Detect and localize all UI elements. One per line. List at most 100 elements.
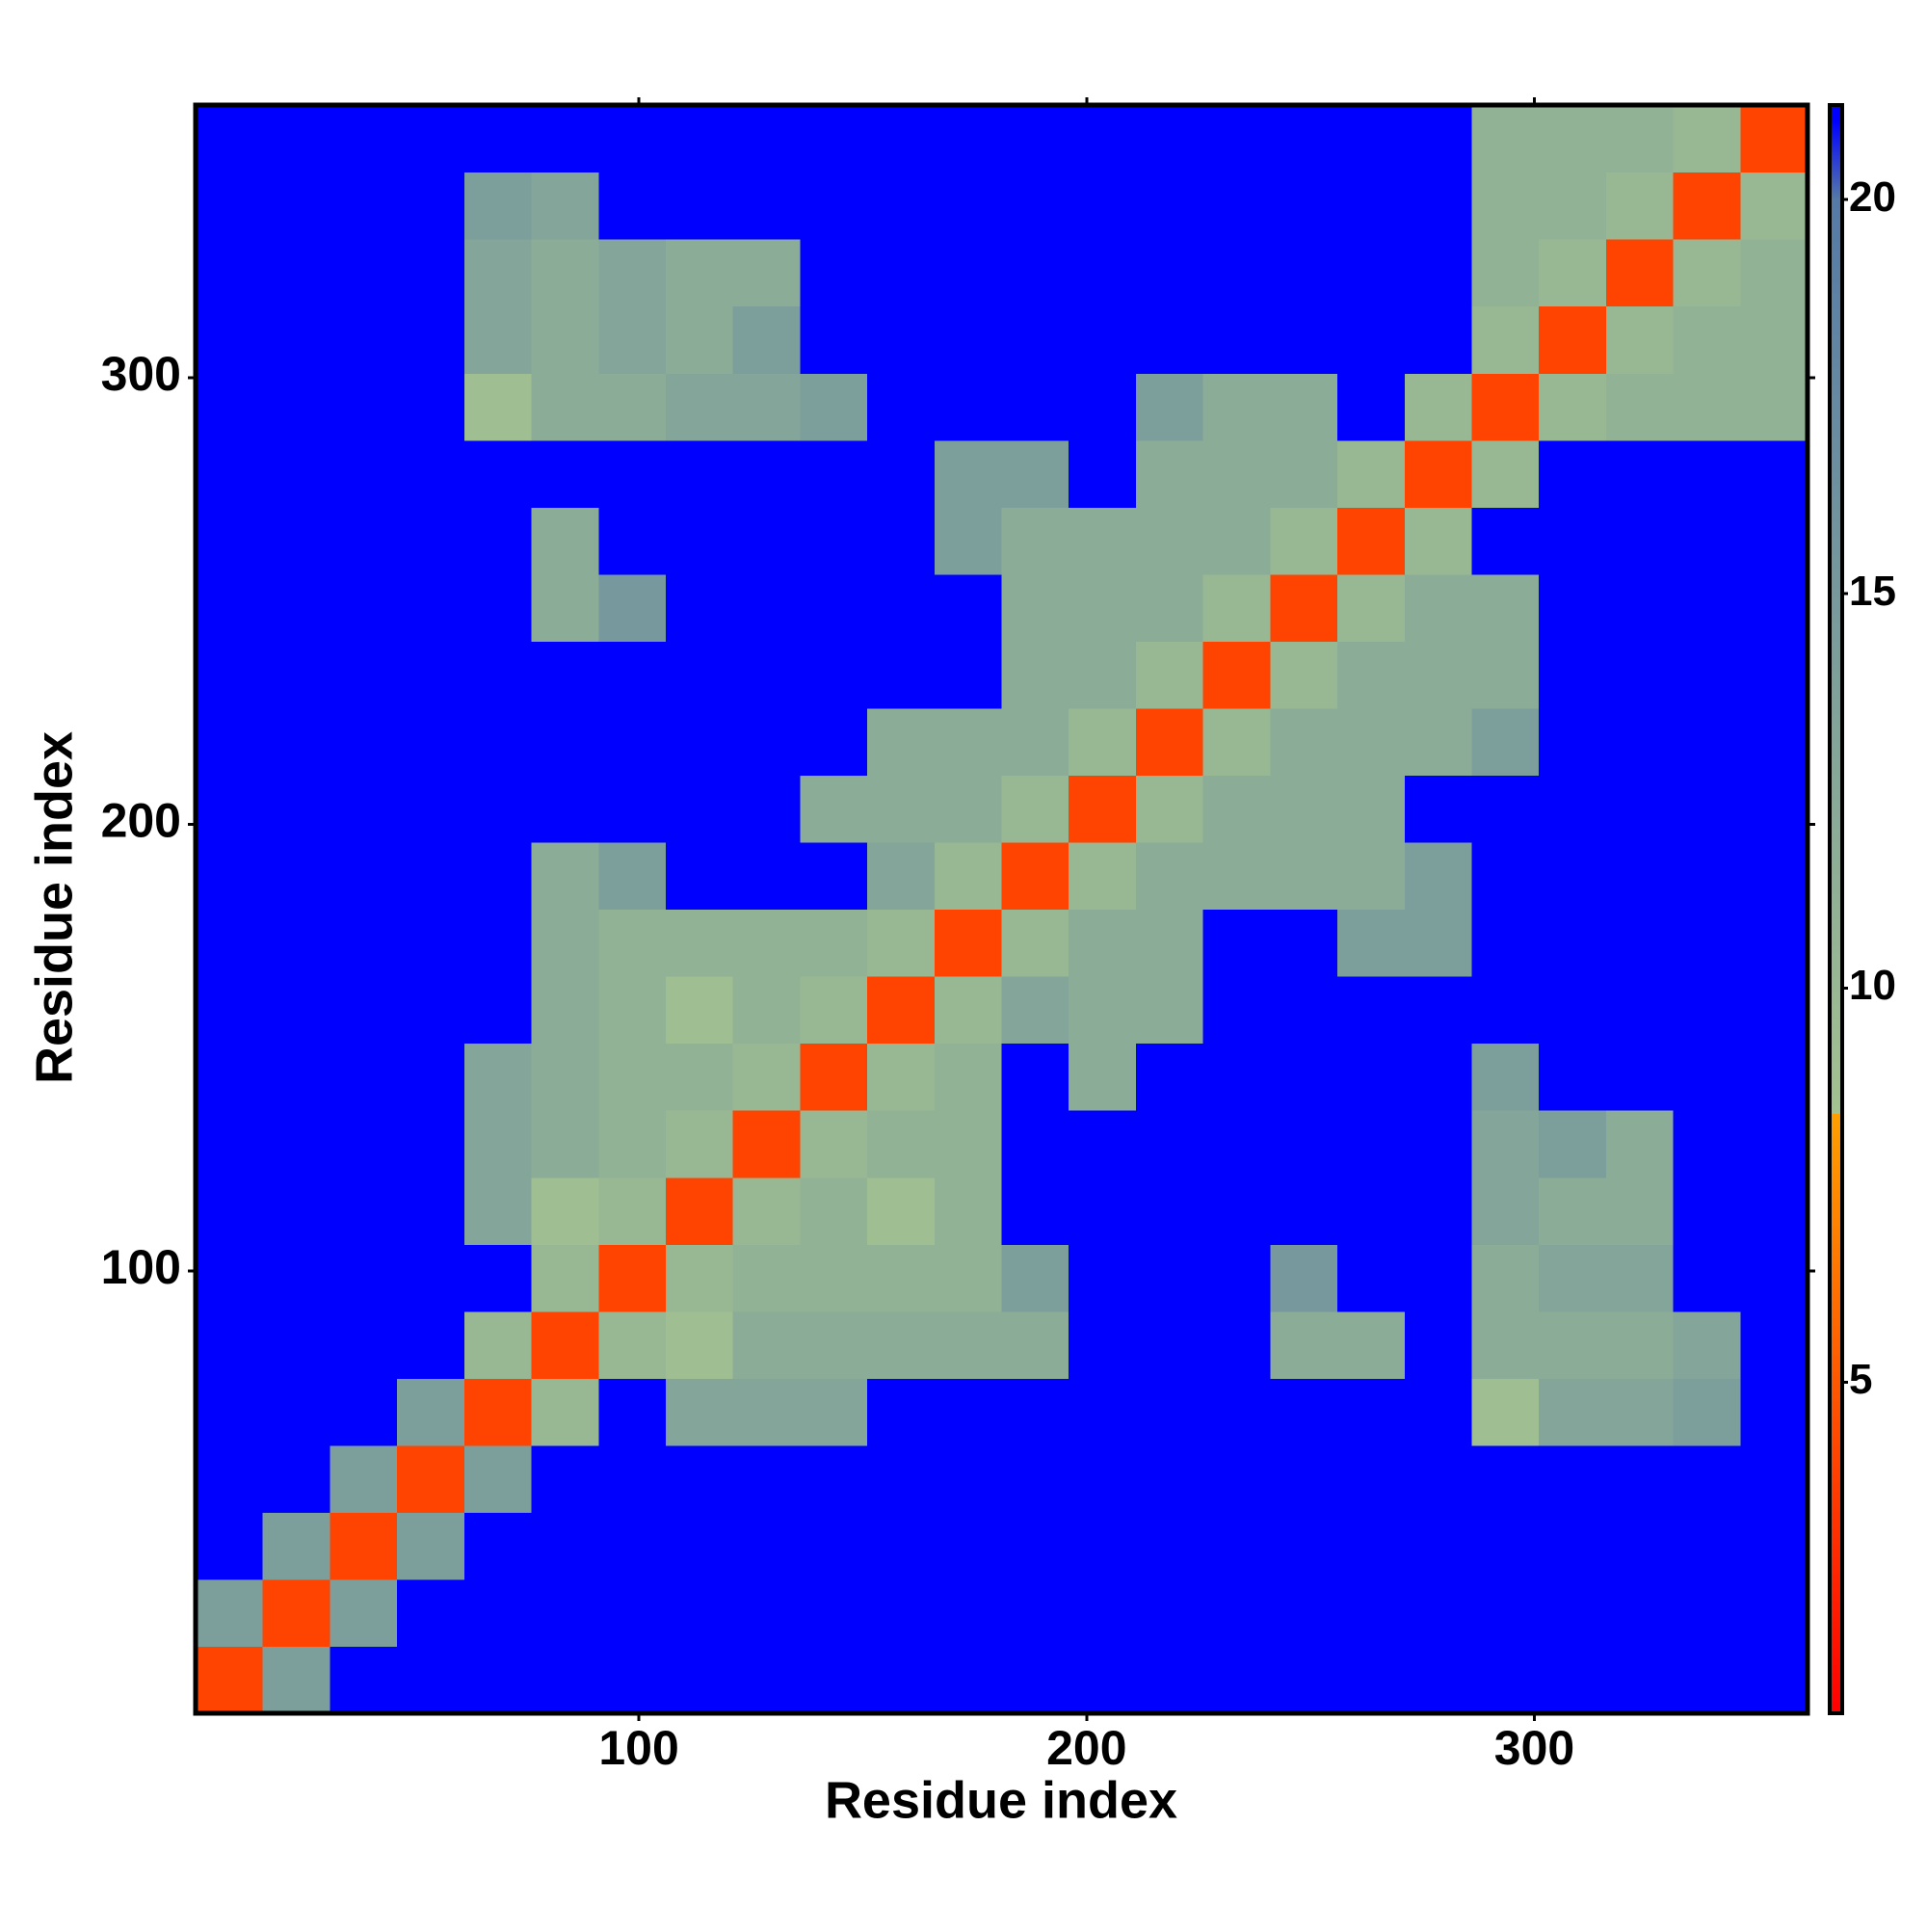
heatmap-cell bbox=[1202, 841, 1271, 911]
heatmap-cell bbox=[196, 1578, 264, 1648]
heatmap-cell bbox=[1740, 775, 1808, 843]
heatmap-cell bbox=[1740, 976, 1808, 1045]
heatmap-cell bbox=[1539, 172, 1607, 240]
heatmap-cell bbox=[598, 641, 667, 709]
heatmap-cell bbox=[1135, 239, 1204, 307]
heatmap-cell bbox=[1471, 1646, 1540, 1714]
heatmap-cell bbox=[1202, 1177, 1271, 1245]
heatmap-cell bbox=[330, 1177, 398, 1245]
heatmap-cell bbox=[1337, 373, 1406, 441]
heatmap-cell bbox=[1270, 707, 1338, 777]
heatmap-cell bbox=[732, 909, 801, 977]
heatmap-cell bbox=[1471, 1378, 1540, 1446]
heatmap-cell bbox=[800, 105, 868, 173]
heatmap-cell bbox=[1069, 909, 1137, 977]
heatmap-cell bbox=[732, 507, 801, 575]
heatmap-cell bbox=[1270, 1444, 1338, 1513]
heatmap-cell bbox=[1539, 909, 1607, 977]
heatmap-cell bbox=[196, 1177, 264, 1245]
heatmap-cell bbox=[463, 1244, 533, 1312]
heatmap-cell bbox=[867, 439, 936, 508]
heatmap-cell bbox=[598, 439, 667, 508]
heatmap-cell bbox=[1404, 305, 1473, 374]
heatmap-cell bbox=[1202, 1310, 1271, 1379]
heatmap-cell bbox=[1471, 1310, 1540, 1379]
colorbar-segment bbox=[1830, 120, 1842, 200]
heatmap-cell bbox=[732, 573, 801, 642]
heatmap-cell bbox=[1202, 641, 1271, 709]
heatmap-cell bbox=[732, 1646, 801, 1714]
heatmap-cell bbox=[1135, 172, 1204, 240]
heatmap-cell bbox=[397, 373, 465, 441]
heatmap-cell bbox=[1001, 1244, 1069, 1312]
heatmap-cell bbox=[1605, 105, 1675, 173]
heatmap-cell bbox=[196, 439, 264, 508]
heatmap-cell bbox=[732, 1310, 801, 1379]
heatmap-cell bbox=[1270, 1310, 1338, 1379]
heatmap-cell bbox=[1202, 775, 1271, 843]
heatmap-cell bbox=[196, 707, 264, 777]
heatmap-cell bbox=[665, 641, 734, 709]
heatmap-cell bbox=[1539, 1646, 1607, 1714]
heatmap-cell bbox=[1202, 1512, 1271, 1580]
heatmap-cell bbox=[867, 1310, 936, 1379]
heatmap-cell bbox=[1270, 105, 1338, 173]
heatmap-cell bbox=[1202, 707, 1271, 777]
heatmap-cell bbox=[262, 976, 331, 1045]
heatmap-cell bbox=[330, 1043, 398, 1111]
heatmap-cell bbox=[531, 239, 599, 307]
heatmap-cell bbox=[1740, 909, 1808, 977]
heatmap-cell bbox=[1404, 439, 1473, 508]
heatmap-cell bbox=[1673, 1043, 1741, 1111]
heatmap-cell bbox=[1202, 507, 1271, 575]
heatmap-cell bbox=[397, 909, 465, 977]
heatmap-cell bbox=[330, 105, 398, 173]
heatmap-cell bbox=[934, 1110, 1003, 1178]
heatmap-cell bbox=[1673, 1578, 1741, 1648]
heatmap-cell bbox=[1404, 1378, 1473, 1446]
heatmap-cell bbox=[1001, 305, 1069, 374]
heatmap-cell bbox=[531, 641, 599, 709]
heatmap-cell bbox=[1069, 1646, 1137, 1714]
heatmap-cell bbox=[1069, 305, 1137, 374]
heatmap-cell bbox=[1605, 1512, 1675, 1580]
heatmap-cell bbox=[1270, 373, 1338, 441]
heatmap-cell bbox=[1673, 1310, 1741, 1379]
colorbar-tick-label: 15 bbox=[1849, 568, 1896, 615]
heatmap-cell bbox=[1069, 707, 1137, 777]
heatmap-cell bbox=[1069, 1578, 1137, 1648]
heatmap-cell bbox=[262, 305, 331, 374]
heatmap-cell bbox=[330, 305, 398, 374]
heatmap-cell bbox=[732, 239, 801, 307]
heatmap-cell bbox=[1202, 909, 1271, 977]
heatmap-cell bbox=[1270, 1378, 1338, 1446]
x-tick-label: 300 bbox=[1494, 1721, 1574, 1775]
heatmap-cell bbox=[397, 1310, 465, 1379]
heatmap-cell bbox=[1539, 775, 1607, 843]
heatmap-cell bbox=[1069, 641, 1137, 709]
heatmap-cell bbox=[598, 1043, 667, 1111]
heatmap-cell bbox=[934, 1310, 1003, 1379]
heatmap-cell bbox=[598, 1244, 667, 1312]
heatmap-cell bbox=[1471, 641, 1540, 709]
heatmap-cell bbox=[665, 841, 734, 911]
heatmap-cell bbox=[1337, 1646, 1406, 1714]
heatmap-cell bbox=[1001, 239, 1069, 307]
heatmap-cell bbox=[867, 172, 936, 240]
heatmap-cell bbox=[732, 775, 801, 843]
heatmap-cell bbox=[1404, 1177, 1473, 1245]
heatmap-cell bbox=[732, 1244, 801, 1312]
heatmap-cell bbox=[934, 775, 1003, 843]
heatmap-cell bbox=[1740, 373, 1808, 441]
heatmap-cell bbox=[800, 909, 868, 977]
heatmap-cell bbox=[598, 373, 667, 441]
heatmap-cell bbox=[397, 1646, 465, 1714]
heatmap-cell bbox=[732, 305, 801, 374]
heatmap-cell bbox=[1404, 1310, 1473, 1379]
heatmap-cell bbox=[1740, 1310, 1808, 1379]
heatmap-cell bbox=[1605, 1378, 1675, 1446]
heatmap-cell bbox=[732, 841, 801, 911]
heatmap-cell bbox=[1605, 1177, 1675, 1245]
heatmap-cell bbox=[463, 1110, 533, 1178]
heatmap-cell bbox=[1001, 573, 1069, 642]
